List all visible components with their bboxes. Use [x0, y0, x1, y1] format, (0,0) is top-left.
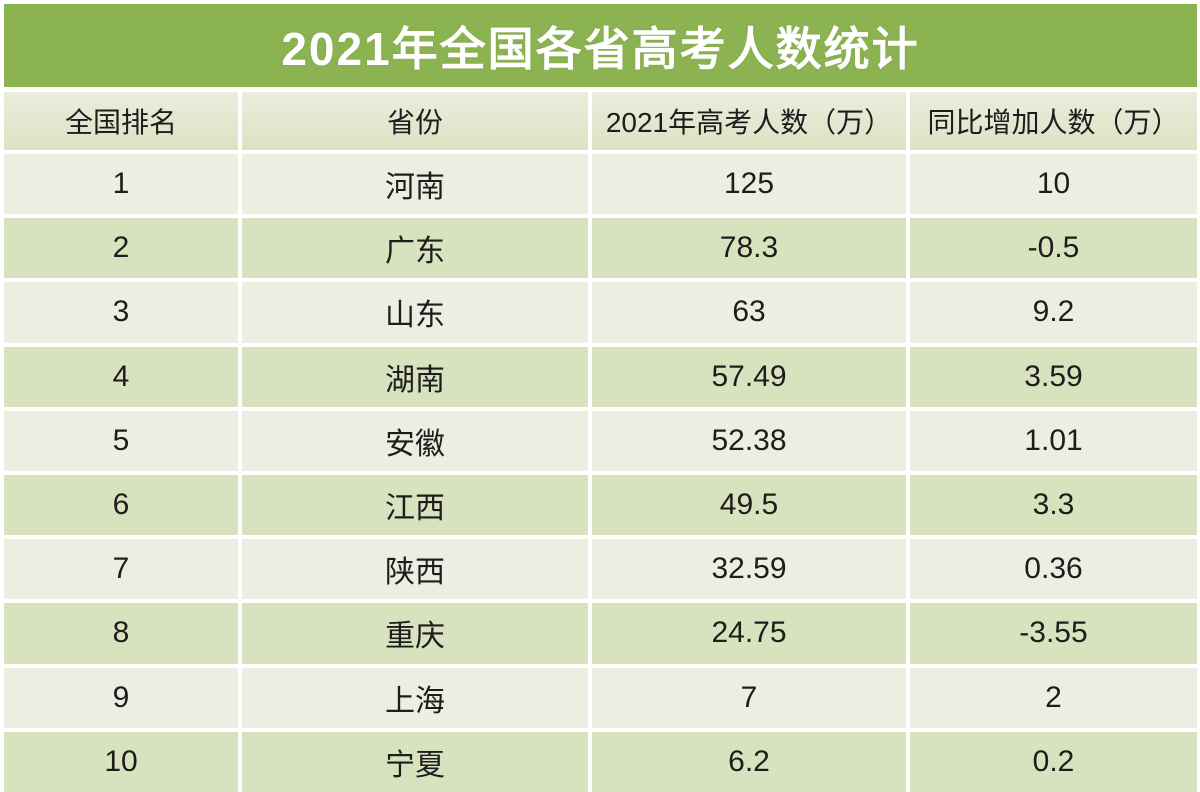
cell-province: 安徽: [242, 410, 588, 471]
column-header-candidates: 2021年高考人数（万）: [592, 92, 906, 150]
cell-rank: 8: [4, 603, 238, 664]
cell-yoy-change: 2: [910, 667, 1197, 728]
cell-candidates: 57.49: [592, 346, 906, 407]
cell-yoy-change: 9.2: [910, 282, 1197, 343]
column-header-province: 省份: [242, 92, 588, 150]
table-title-bar: 2021年全国各省高考人数统计: [4, 4, 1197, 87]
cell-rank: 3: [4, 282, 238, 343]
cell-province: 河南: [242, 154, 588, 215]
cell-rank: 4: [4, 346, 238, 407]
cell-yoy-change: 1.01: [910, 410, 1197, 471]
cell-province: 江西: [242, 475, 588, 536]
cell-yoy-change: 0.2: [910, 731, 1197, 792]
cell-candidates: 78.3: [592, 218, 906, 279]
column-header-yoy-change: 同比增加人数（万）: [910, 92, 1197, 150]
cell-candidates: 52.38: [592, 410, 906, 471]
cell-yoy-change: 3.59: [910, 346, 1197, 407]
cell-province: 重庆: [242, 603, 588, 664]
cell-yoy-change: 0.36: [910, 539, 1197, 600]
cell-rank: 6: [4, 475, 238, 536]
cell-province: 山东: [242, 282, 588, 343]
cell-province: 广东: [242, 218, 588, 279]
cell-candidates: 125: [592, 154, 906, 215]
cell-rank: 7: [4, 539, 238, 600]
cell-province: 上海: [242, 667, 588, 728]
cell-yoy-change: -0.5: [910, 218, 1197, 279]
cell-candidates: 49.5: [592, 475, 906, 536]
cell-candidates: 7: [592, 667, 906, 728]
cell-yoy-change: 10: [910, 154, 1197, 215]
cell-yoy-change: 3.3: [910, 475, 1197, 536]
cell-rank: 2: [4, 218, 238, 279]
cell-province: 宁夏: [242, 731, 588, 792]
gaokao-stats-table: 全国排名 省份 2021年高考人数（万） 同比增加人数（万） 1 河南 125 …: [4, 92, 1197, 792]
column-header-rank: 全国排名: [4, 92, 238, 150]
cell-candidates: 24.75: [592, 603, 906, 664]
table-title: 2021年全国各省高考人数统计: [281, 22, 920, 75]
cell-yoy-change: -3.55: [910, 603, 1197, 664]
cell-rank: 5: [4, 410, 238, 471]
cell-candidates: 32.59: [592, 539, 906, 600]
cell-province: 陕西: [242, 539, 588, 600]
cell-rank: 10: [4, 731, 238, 792]
cell-candidates: 6.2: [592, 731, 906, 792]
cell-rank: 1: [4, 154, 238, 215]
cell-rank: 9: [4, 667, 238, 728]
cell-province: 湖南: [242, 346, 588, 407]
cell-candidates: 63: [592, 282, 906, 343]
